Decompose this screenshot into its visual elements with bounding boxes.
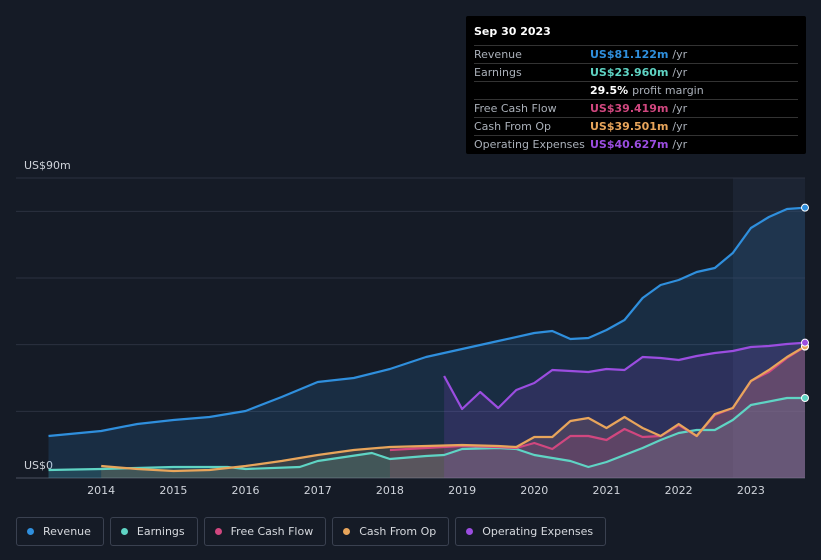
tooltip-unit: /yr: [672, 66, 688, 79]
series-area: [101, 346, 805, 478]
series-line: [48, 206, 806, 438]
tooltip-value: US$39.501m: [590, 120, 669, 133]
tooltip-date: Sep 30 2023: [474, 25, 551, 38]
tooltip-value: US$39.419m: [590, 102, 669, 115]
tooltip-value: US$40.627m: [590, 138, 669, 151]
legend-label: Free Cash Flow: [230, 525, 314, 538]
tooltip-label: Revenue: [474, 48, 522, 61]
legend-label: Revenue: [43, 525, 91, 538]
tooltip: Sep 30 2023 Revenue US$81.122m/yr Earnings U…: [466, 16, 806, 154]
legend: Revenue Earnings Free Cash Flow Cash From O…: [16, 517, 607, 546]
tooltip-unit: profit margin: [632, 84, 704, 97]
tooltip-label: Operating Expenses: [474, 138, 585, 151]
legend-label: Earnings: [136, 525, 185, 538]
tooltip-row: Cash From Op US$39.501m/yr: [474, 117, 798, 135]
tooltip-unit: /yr: [672, 102, 688, 115]
chart: US$0 US$90m 2014 2015 2016 2017 2018 2019 2020 20…: [16, 159, 809, 497]
legend-item[interactable]: Cash From Op: [332, 517, 450, 546]
legend-dot: [466, 528, 474, 535]
tooltip-unit: /yr: [672, 48, 688, 61]
tooltip-row: Revenue US$81.122m/yr: [474, 45, 798, 63]
legend-label: Cash From Op: [359, 525, 437, 538]
legend-item[interactable]: Earnings: [109, 517, 198, 546]
series-area: [48, 207, 805, 478]
x-tick-label: 2023: [737, 484, 765, 497]
series-line: [101, 345, 806, 473]
legend-dot: [27, 528, 34, 535]
x-tick-label: 2018: [376, 484, 404, 497]
tooltip-row: Free Cash Flow US$39.419m/yr: [474, 99, 798, 117]
end-point: [801, 338, 809, 347]
x-tick-label: 2022: [665, 484, 693, 497]
legend-item[interactable]: Free Cash Flow: [203, 517, 327, 546]
legend-dot: [120, 528, 128, 535]
series-area: [444, 342, 805, 478]
tooltip-unit: /yr: [672, 138, 688, 151]
tooltip-row: Earnings US$23.960m/yr: [474, 63, 798, 81]
x-tick-label: 2015: [159, 484, 187, 497]
legend-dot: [214, 528, 222, 535]
tooltip-value: 29.5%: [590, 84, 629, 97]
tooltip-unit: /yr: [672, 120, 688, 133]
tooltip-row: Operating Expenses US$40.627m/yr: [474, 135, 798, 153]
tooltip-value: US$81.122m: [590, 48, 669, 61]
y-tick-label: US$90m: [24, 159, 71, 172]
tooltip-label: Free Cash Flow: [474, 102, 557, 115]
x-tick-label: 2021: [592, 484, 620, 497]
end-point: [801, 394, 809, 402]
x-tick-label: 2014: [87, 484, 115, 497]
legend-dot: [343, 528, 351, 535]
y-tick-label: US$0: [24, 459, 53, 472]
series-line: [443, 341, 806, 411]
series-area: [48, 398, 805, 478]
series-area: [389, 346, 805, 478]
x-tick-label: 2019: [448, 484, 476, 497]
legend-item[interactable]: Revenue: [16, 517, 104, 546]
x-tick-label: 2020: [520, 484, 548, 497]
tooltip-value: US$23.960m: [590, 66, 669, 79]
tooltip-row: 29.5% profit margin: [474, 81, 798, 99]
tooltip-label: Earnings: [474, 66, 522, 79]
x-tick-label: 2017: [304, 484, 332, 497]
legend-item[interactable]: Operating Expenses: [455, 517, 607, 546]
x-tick-label: 2016: [232, 484, 260, 497]
tooltip-label: Cash From Op: [474, 120, 552, 133]
legend-label: Operating Expenses: [482, 525, 594, 538]
end-point: [801, 203, 809, 212]
highlight-band: [733, 178, 805, 478]
